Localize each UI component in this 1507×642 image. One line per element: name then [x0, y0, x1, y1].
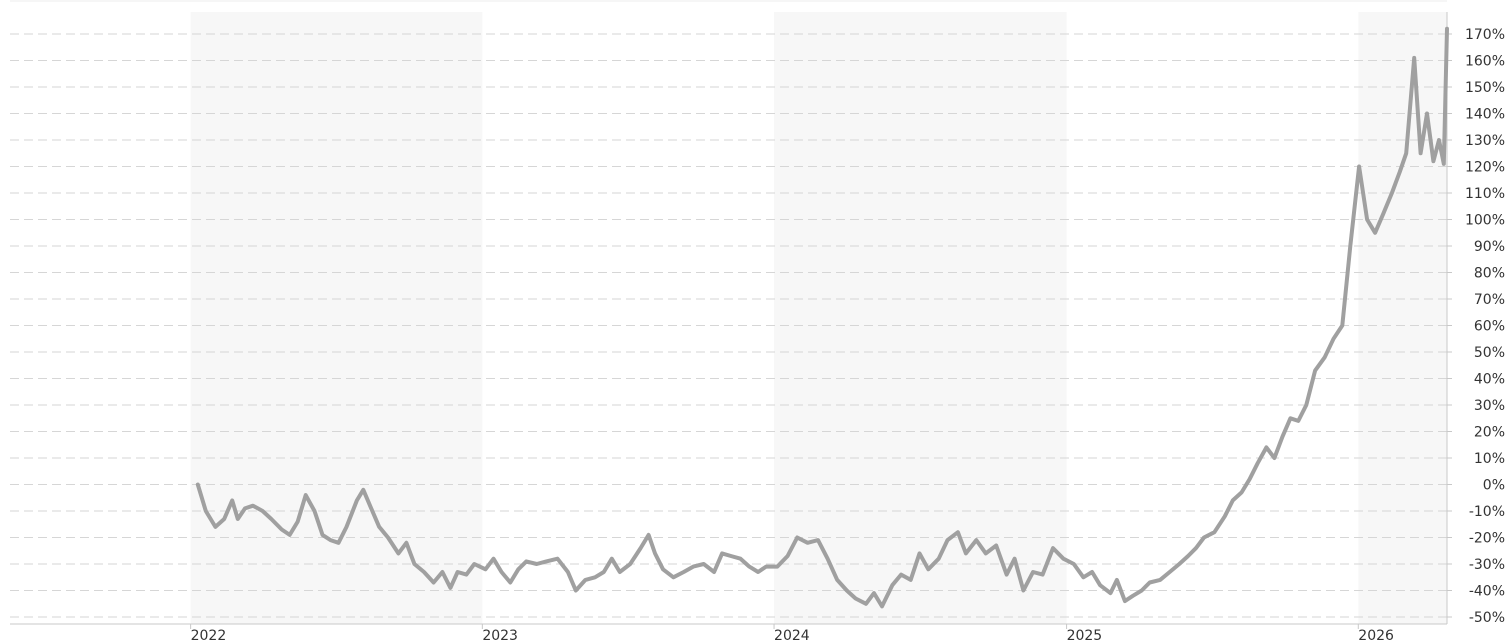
- y-tick-label: 140%: [1465, 107, 1505, 123]
- y-tick-label: -40%: [1469, 584, 1505, 600]
- y-tick-label: 130%: [1465, 133, 1505, 149]
- x-tick-label: 2024: [774, 628, 810, 642]
- series-line-0: [195, 26, 1449, 609]
- y-tick-label: -30%: [1469, 557, 1505, 573]
- y-tick-label: 30%: [1474, 398, 1505, 414]
- y-tick-label: -20%: [1469, 531, 1505, 547]
- y-tick-label: 60%: [1474, 319, 1505, 335]
- y-tick-label: -50%: [1469, 610, 1505, 626]
- y-tick-label: 20%: [1474, 425, 1505, 441]
- year-bands: [190, 12, 1447, 624]
- y-tick-label: 170%: [1465, 27, 1505, 43]
- year-band-2024: [774, 12, 1067, 624]
- y-tick-label: 110%: [1465, 186, 1505, 202]
- y-tick-label: 80%: [1474, 266, 1505, 282]
- y-tick-label: 120%: [1465, 160, 1505, 176]
- x-tick-label: 2026: [1358, 628, 1394, 642]
- y-tick-label: 0%: [1483, 478, 1505, 494]
- y-tick-label: 50%: [1474, 345, 1505, 361]
- x-tick-label: 2023: [482, 628, 518, 642]
- y-tick-label: 100%: [1465, 213, 1505, 229]
- year-band-2026: [1358, 12, 1447, 624]
- x-tick-label: 2022: [191, 628, 227, 642]
- axes: [10, 0, 1448, 625]
- year-band-2022: [190, 12, 483, 624]
- y-tick-label: 70%: [1474, 292, 1505, 308]
- y-tick-label: 10%: [1474, 451, 1505, 467]
- series-group: [195, 26, 1449, 609]
- y-tick-labels: 170% 160% 150% 140% 130% 120% 110% 100% 90% 80% 70…: [1465, 27, 1505, 626]
- y-tick-label: 40%: [1474, 372, 1505, 388]
- y-tick-label: 150%: [1465, 80, 1505, 96]
- y-tick-label: 90%: [1474, 239, 1505, 255]
- x-tick-labels: 2022 2023 2024 2025 2026: [190, 624, 1394, 642]
- x-tick-label: 2025: [1067, 628, 1103, 642]
- y-tick-label: 160%: [1465, 54, 1505, 70]
- y-tick-label: -10%: [1469, 504, 1505, 520]
